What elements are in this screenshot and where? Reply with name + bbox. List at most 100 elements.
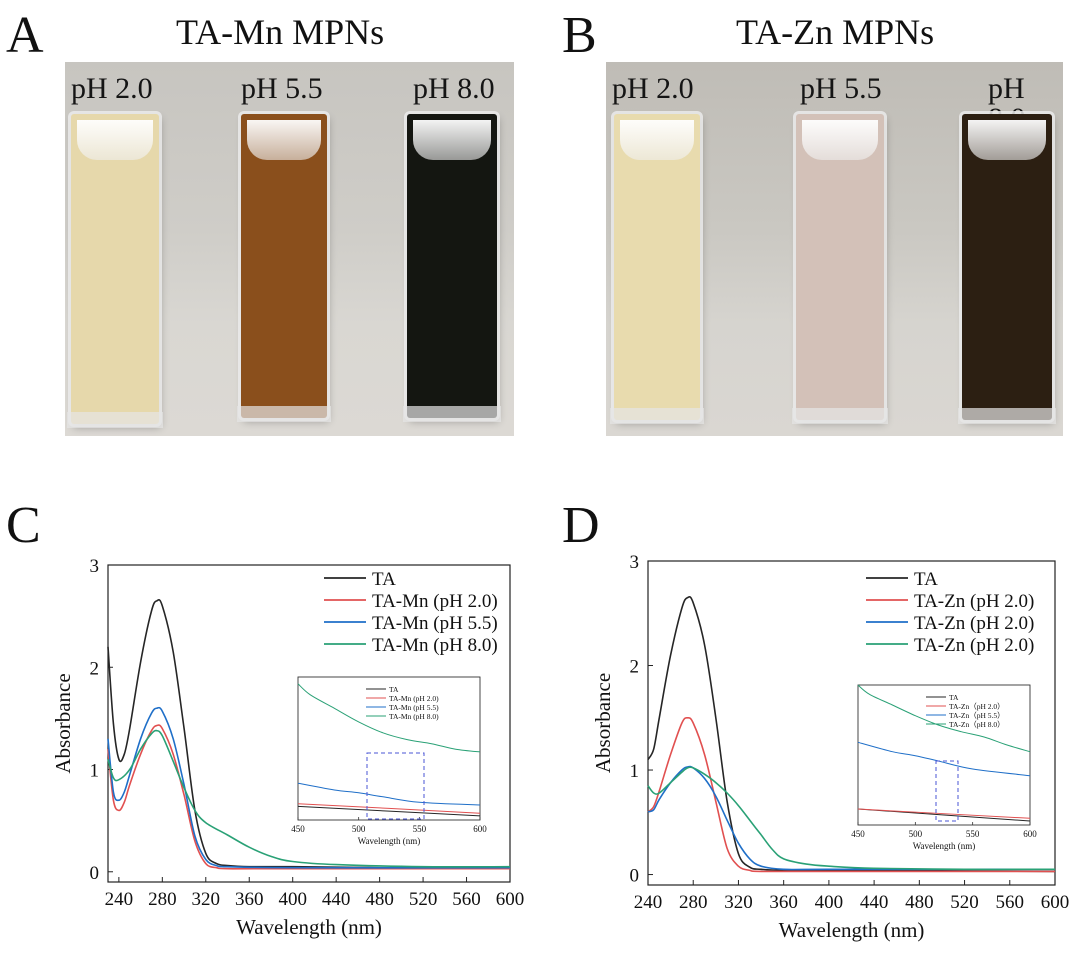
x-tick-label: 240 — [634, 892, 663, 913]
inset-zoom-box — [935, 760, 959, 822]
panel-b-title: TA-Zn MPNs — [736, 12, 935, 52]
inset-legend-label: TA-Zn（pH 2.0） — [949, 702, 1005, 711]
cuvette-zn-ph55 — [792, 114, 888, 424]
plot-frame — [647, 560, 1056, 886]
y-tick-label: 0 — [90, 863, 100, 884]
inset-legend-label: TA-Mn (pH 5.5) — [389, 703, 439, 712]
legend-label: TA-Mn (pH 8.0) — [372, 635, 498, 656]
series-line — [647, 716, 1055, 873]
series-line — [107, 729, 511, 868]
ph-label: pH 5.5 — [241, 72, 323, 105]
panel-c-letter: C — [6, 497, 41, 554]
series-line — [647, 765, 1055, 871]
y-axis-label: Absorbance — [51, 673, 75, 773]
series-line — [647, 596, 1056, 873]
x-tick-label: 560 — [996, 892, 1025, 913]
series-line — [107, 724, 510, 870]
inset-series-line — [857, 808, 1031, 819]
inset-x-tick-label: 550 — [413, 824, 427, 834]
x-tick-label: 440 — [860, 892, 889, 913]
legend-label: TA-Zn (pH 2.0) — [914, 635, 1034, 656]
legend-label: TA — [372, 569, 396, 590]
panel-d-letter: D — [562, 497, 600, 554]
x-tick-label: 320 — [192, 889, 221, 910]
chart-d-absorbance: 240 280 320 360 400 440 480 520 560 600 0 1 2 3 Wavele… — [591, 552, 1070, 942]
x-tick-label: 360 — [235, 889, 264, 910]
x-axis-label: Wavelength (nm) — [779, 918, 925, 942]
inset-x-tick-label: 600 — [473, 824, 487, 834]
inset-legend-label: TA-Mn (pH 2.0) — [389, 694, 439, 703]
x-tick-label: 560 — [452, 889, 481, 910]
series-line — [107, 706, 511, 869]
inset-x-axis-label: Wavelength (nm) — [358, 836, 421, 846]
inset-x-tick-label: 500 — [909, 829, 923, 839]
y-tick-label: 3 — [630, 552, 640, 573]
inset-legend-label: TA — [949, 693, 959, 702]
inset-frame — [857, 684, 1031, 826]
plot-frame — [107, 564, 511, 883]
photo-ta-zn: pH 2.0 pH 5.5 pH 8.0 — [606, 62, 1063, 436]
photo-ta-mn: pH 2.0 pH 5.5 pH 8.0 — [65, 62, 514, 436]
ph-label: pH 2.0 — [612, 72, 694, 105]
inset-legend-label: TA-Zn（pH 8.0） — [949, 720, 1005, 729]
series-group — [647, 596, 1056, 873]
cuvette-zn-ph8 — [958, 114, 1056, 424]
inset-x-tick-label: 500 — [352, 824, 366, 834]
x-tick-label: 520 — [409, 889, 438, 910]
inset-series-line — [297, 805, 481, 817]
legend-label: TA-Zn (pH 2.0) — [914, 613, 1034, 634]
inset-legend-label: TA-Mn (pH 8.0) — [389, 712, 439, 721]
cuvette-zn-ph2 — [610, 114, 704, 424]
y-tick-label: 2 — [90, 658, 100, 679]
panel-b-letter: B — [562, 7, 597, 64]
inset-zoom-box — [366, 752, 425, 820]
series-line — [647, 766, 1056, 871]
legend-label: TA-Zn (pH 2.0) — [914, 591, 1034, 612]
inset-x-tick-label: 550 — [966, 829, 980, 839]
chart-c-absorbance: 240 280 320 360 400 440 480 520 560 600 0 1 2 3 Wavele… — [51, 556, 525, 939]
inset-x-tick-label: 450 — [291, 824, 305, 834]
x-tick-label: 480 — [365, 889, 394, 910]
inset-x-axis-label: Wavelength (nm) — [913, 841, 976, 851]
y-axis-label: Absorbance — [591, 673, 615, 773]
inset-frame — [297, 676, 481, 821]
inset-series-line — [297, 803, 481, 814]
legend-label: TA — [914, 569, 938, 590]
x-tick-label: 480 — [905, 892, 934, 913]
series-group — [107, 598, 511, 870]
inset-x-tick-label: 600 — [1023, 829, 1037, 839]
panel-a-title: TA-Mn MPNs — [176, 12, 385, 52]
x-axis-label: Wavelength (nm) — [236, 915, 382, 939]
legend-label: TA-Mn (pH 5.5) — [372, 613, 498, 634]
ph-label: pH 8.0 — [413, 72, 495, 105]
inset-legend-label: TA-Zn（pH 5.5） — [949, 711, 1005, 720]
legend-label: TA-Mn (pH 2.0) — [372, 591, 498, 612]
inset-series-line — [297, 683, 481, 753]
inset-x-tick-label: 450 — [851, 829, 865, 839]
x-tick-label: 280 — [148, 889, 177, 910]
ph-label: pH 2.0 — [71, 72, 153, 105]
inset-series-line — [857, 741, 1031, 777]
inset-legend-label: TA — [389, 685, 399, 694]
x-tick-label: 440 — [322, 889, 351, 910]
x-tick-label: 400 — [278, 889, 307, 910]
y-tick-label: 1 — [90, 761, 100, 782]
cuvette-mn-ph55 — [237, 114, 331, 422]
x-tick-label: 240 — [105, 889, 134, 910]
x-tick-label: 400 — [815, 892, 844, 913]
x-tick-label: 520 — [950, 892, 979, 913]
x-tick-label: 600 — [496, 889, 525, 910]
cuvette-mn-ph2 — [67, 114, 163, 428]
cuvette-mn-ph8 — [403, 114, 501, 422]
y-tick-label: 0 — [630, 866, 640, 887]
x-tick-label: 600 — [1041, 892, 1070, 913]
panel-a-letter: A — [6, 7, 44, 64]
x-tick-label: 320 — [724, 892, 753, 913]
y-tick-label: 1 — [630, 761, 640, 782]
y-tick-label: 2 — [630, 657, 640, 678]
ph-label: pH 5.5 — [800, 72, 882, 105]
x-tick-label: 280 — [679, 892, 708, 913]
x-tick-label: 360 — [769, 892, 798, 913]
y-tick-label: 3 — [90, 556, 100, 577]
inset-series-line — [857, 684, 1031, 753]
